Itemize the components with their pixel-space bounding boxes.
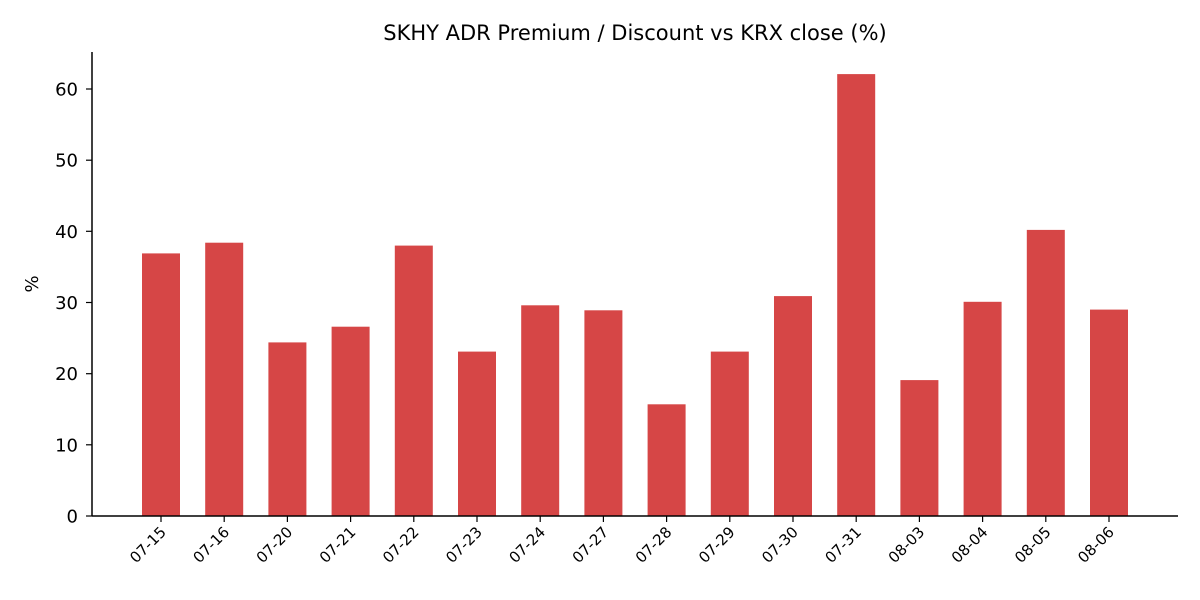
bar-07-29 xyxy=(710,351,749,516)
y-tick-label: 0 xyxy=(67,507,78,528)
bar-07-31 xyxy=(837,74,876,516)
chart-title: SKHY ADR Premium / Discount vs KRX close… xyxy=(383,21,887,45)
x-tick-label: 07-23 xyxy=(442,523,486,567)
x-tick-label: 07-15 xyxy=(126,523,170,567)
x-tick-label: 08-05 xyxy=(1011,523,1055,567)
bar-08-03 xyxy=(900,380,939,516)
y-ticks-group: 0 10 20 30 40 50 60 xyxy=(55,80,92,528)
bar-07-28 xyxy=(647,404,686,516)
x-tick-label: 07-16 xyxy=(189,523,233,567)
bar-07-22 xyxy=(394,245,433,516)
x-tick-label: 07-22 xyxy=(379,523,423,567)
x-tick-label: 08-03 xyxy=(885,523,929,567)
bars-group xyxy=(142,74,1128,516)
y-tick-label: 10 xyxy=(55,435,78,456)
bar-08-04 xyxy=(963,301,1002,516)
y-tick-label: 40 xyxy=(55,222,78,243)
x-tick-label: 07-28 xyxy=(632,523,676,567)
x-ticks-group: 07-15 07-16 07-20 07-21 07-22 07-23 07-24 07-27… xyxy=(126,516,1118,567)
bar-07-30 xyxy=(774,296,812,516)
x-tick-label: 07-30 xyxy=(758,523,802,567)
bar-07-15 xyxy=(142,253,180,516)
bar-07-24 xyxy=(521,305,560,516)
bar-08-06 xyxy=(1090,309,1128,516)
bar-07-27 xyxy=(584,310,623,516)
bar-07-23 xyxy=(458,351,496,516)
y-tick-label: 50 xyxy=(55,151,78,172)
x-tick-label: 07-31 xyxy=(821,523,865,567)
bar-07-16 xyxy=(205,242,244,516)
x-tick-label: 07-21 xyxy=(316,523,360,567)
x-tick-label: 07-27 xyxy=(569,523,613,567)
x-tick-label: 07-24 xyxy=(505,523,549,567)
y-tick-label: 60 xyxy=(55,80,78,101)
x-tick-label: 08-06 xyxy=(1074,523,1118,567)
bar-07-21 xyxy=(331,326,370,516)
x-tick-label: 07-29 xyxy=(695,523,739,567)
bar-07-20 xyxy=(268,342,307,516)
x-tick-label: 08-04 xyxy=(948,523,992,567)
bar-08-05 xyxy=(1026,229,1065,516)
y-axis-label: % xyxy=(22,275,43,292)
x-tick-label: 07-20 xyxy=(253,523,297,567)
y-tick-label: 20 xyxy=(55,364,78,385)
y-tick-label: 30 xyxy=(55,293,78,314)
